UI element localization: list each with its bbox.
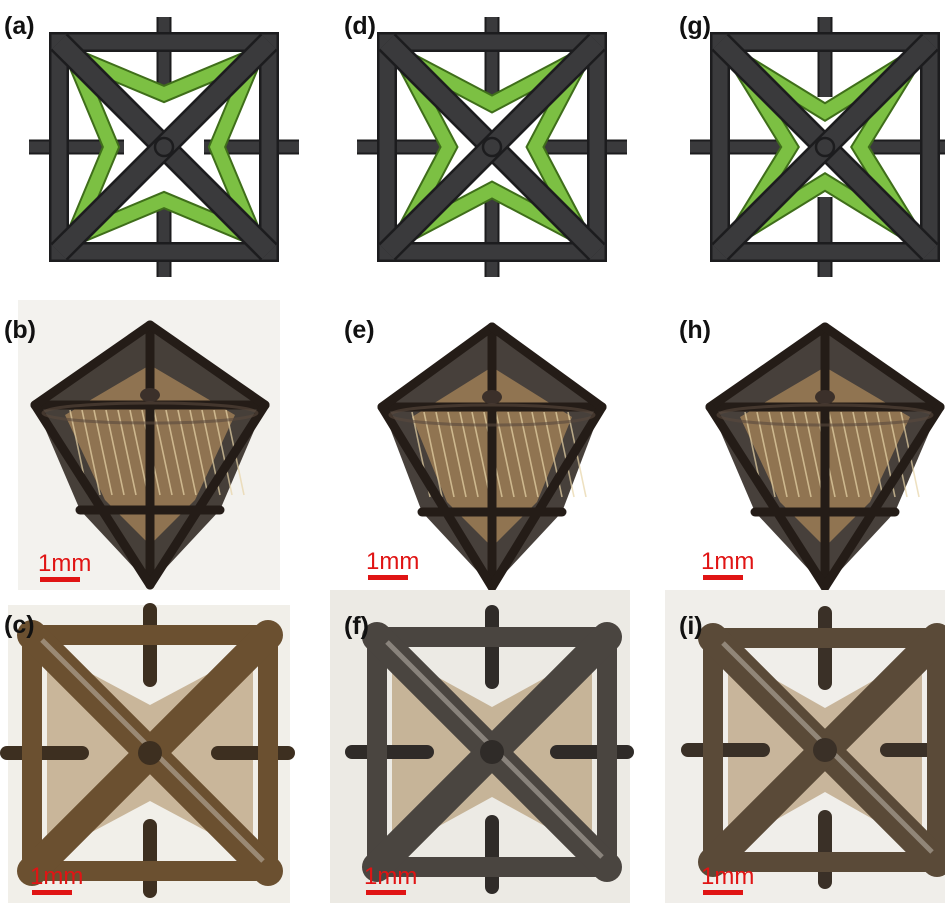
ligament-stripe xyxy=(81,409,101,496)
ligament-left-fill xyxy=(67,53,119,241)
center-node xyxy=(813,738,837,762)
panel-d: (d) xyxy=(330,0,630,290)
edge-strut xyxy=(377,322,497,412)
top-node xyxy=(815,390,835,404)
edge-strut xyxy=(487,402,607,592)
frame-fill xyxy=(379,34,605,260)
ligament-stripe xyxy=(117,409,137,496)
printed-lattice-photo-top-f xyxy=(345,605,634,894)
panel-c: (c) 1mm xyxy=(0,603,300,903)
ligament-bottom-fill xyxy=(70,192,258,244)
top-node xyxy=(482,390,502,404)
scale-bar-line xyxy=(368,575,408,580)
highlight xyxy=(388,403,596,427)
panel-f: (f) 1mm xyxy=(330,590,634,903)
scale-bar-label: 1mm xyxy=(701,548,755,575)
ligament-stripe xyxy=(531,411,551,498)
scale-bar-line xyxy=(703,575,743,580)
ligament-stripe xyxy=(864,411,884,498)
frame xyxy=(367,627,617,877)
frame xyxy=(22,625,278,881)
edge-strut xyxy=(377,402,497,592)
center-node xyxy=(481,136,503,158)
center-node xyxy=(153,136,175,158)
lattice-schematic-d xyxy=(357,17,627,277)
scale-bar-label: 1mm xyxy=(701,863,755,890)
ligament-stripe xyxy=(213,409,233,496)
center-node xyxy=(138,741,162,765)
edge-strut xyxy=(820,402,945,592)
frame-fill xyxy=(712,34,938,260)
edge-strut xyxy=(487,322,607,412)
printed-lattice-photo-top-i xyxy=(681,606,945,889)
ligament-stripe xyxy=(852,411,872,498)
ligament-stripe xyxy=(189,409,209,496)
panel-label: (a) xyxy=(4,12,35,40)
ligament-stripe xyxy=(519,411,539,498)
panel-label: (c) xyxy=(4,611,35,639)
panel-e: (e) 1mm xyxy=(330,300,630,595)
edge-strut xyxy=(145,320,270,410)
panel-label: (f) xyxy=(344,612,369,640)
ligament-stripe xyxy=(756,411,776,498)
ligament-stripe xyxy=(888,411,908,498)
ligament-stripe xyxy=(459,411,479,498)
center-node xyxy=(480,740,504,764)
ligament-stripe xyxy=(423,411,443,498)
ligament-stripe xyxy=(780,411,800,498)
scale-bar-line xyxy=(366,890,406,895)
panel-g: (g) xyxy=(665,0,945,290)
ligament-stripe xyxy=(105,409,125,496)
printed-lattice-photo-side-b xyxy=(30,320,270,590)
lattice-schematic-a xyxy=(29,17,299,277)
printed-lattice-photo-side-h xyxy=(705,322,945,592)
scale-bar-label: 1mm xyxy=(30,863,84,890)
panel-label: (d) xyxy=(344,12,376,40)
printed-lattice-photo-side-e xyxy=(377,322,607,592)
ligament-stripe xyxy=(447,411,467,498)
printed-lattice-photo-top-c xyxy=(0,603,295,898)
scale-bar-label: 1mm xyxy=(366,548,420,575)
lattice-schematic-g xyxy=(690,17,945,277)
panel-label: (g) xyxy=(679,12,711,40)
ligament-stripe xyxy=(792,411,812,498)
edge-strut xyxy=(30,400,155,590)
scale-bar-label: 1mm xyxy=(38,550,92,577)
panel-a: (a) xyxy=(0,0,300,290)
top-node xyxy=(140,388,160,402)
edge-strut xyxy=(705,402,830,592)
edge-strut xyxy=(705,322,830,412)
frame xyxy=(703,628,945,872)
ligament-right-fill xyxy=(209,53,261,241)
panel-label: (e) xyxy=(344,316,375,344)
ligament-top-fill xyxy=(70,50,258,102)
frame-fill xyxy=(51,34,277,260)
center-node xyxy=(814,136,836,158)
panel-b: (b) 1mm xyxy=(0,300,300,595)
panel-i: (i) 1mm xyxy=(665,590,945,903)
ligament-stripe xyxy=(93,409,113,496)
scale-bar-line xyxy=(703,890,743,895)
scale-bar-line xyxy=(32,890,72,895)
panel-h: (h) 1mm xyxy=(665,300,945,595)
ligament-stripe xyxy=(177,409,197,496)
ligament-stripe xyxy=(435,411,455,498)
panel-label: (i) xyxy=(679,612,703,640)
scale-bar-label: 1mm xyxy=(364,863,418,890)
edge-strut xyxy=(30,320,155,410)
panel-label: (b) xyxy=(4,316,36,344)
edge-strut xyxy=(145,400,270,590)
ligament-stripe xyxy=(768,411,788,498)
panel-label: (h) xyxy=(679,316,711,344)
highlight xyxy=(716,403,934,427)
highlight xyxy=(41,401,259,425)
edge-strut xyxy=(820,322,945,412)
ligament-stripe xyxy=(555,411,575,498)
scale-bar-line xyxy=(40,577,80,582)
